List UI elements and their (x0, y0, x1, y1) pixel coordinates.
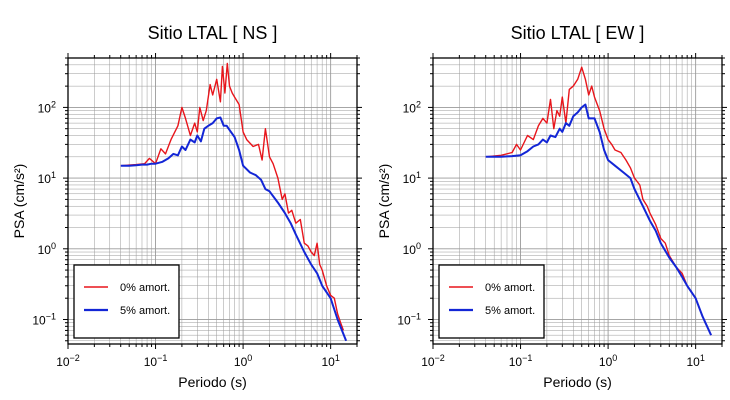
chart-panel-ew: 10−2 10−1 100 101 10−1 100 101 102 Sitio LTAL [ … (376, 23, 727, 390)
series-line-undamped (485, 66, 712, 336)
y-tick-label: 102 (38, 99, 56, 115)
series-line-damped (120, 116, 348, 342)
legend-box (73, 264, 180, 339)
legend-box (438, 264, 545, 339)
x-tick-label: 10−2 (56, 353, 80, 369)
y-axis-label: PSA (cm/s²) (11, 164, 27, 239)
chart-title: Sitio LTAL [ EW ] (511, 23, 645, 43)
y-tick-label: 10−1 (397, 311, 421, 327)
legend: 0% amort. 5% amort. (438, 264, 545, 339)
y-tick-label: 102 (403, 99, 421, 115)
plot-frame (67, 57, 358, 345)
legend-label: 5% amort. (485, 305, 535, 317)
y-tick-label: 100 (38, 241, 56, 257)
y-tick-label: 101 (38, 170, 56, 186)
series-line-undamped (120, 62, 345, 331)
series-line-damped (485, 103, 713, 336)
legend: 0% amort. 5% amort. (73, 264, 180, 339)
legend-label: 0% amort. (120, 282, 170, 294)
y-tick-label: 101 (403, 170, 421, 186)
x-tick-label: 101 (686, 353, 704, 369)
y-tick-label: 100 (403, 241, 421, 257)
x-tick-label: 100 (599, 353, 617, 369)
chart-panel-ns: 10−2 10−1 100 101 10−1 100 101 102 Sitio LTAL [ … (11, 23, 362, 390)
x-tick-label: 10−1 (144, 353, 168, 369)
legend-label: 5% amort. (120, 305, 170, 317)
x-tick-label: 10−1 (509, 353, 533, 369)
chart-title: Sitio LTAL [ NS ] (148, 23, 278, 43)
plot-frame (432, 57, 723, 345)
y-tick-label: 10−1 (32, 311, 56, 327)
x-tick-label: 100 (234, 353, 252, 369)
grid (433, 58, 722, 344)
x-tick-label: 10−2 (421, 353, 445, 369)
x-axis-label: Periodo (s) (543, 374, 611, 390)
legend-label: 0% amort. (485, 282, 535, 294)
y-axis-label: PSA (cm/s²) (376, 164, 392, 239)
x-axis-label: Periodo (s) (178, 374, 246, 390)
x-tick-label: 101 (321, 353, 339, 369)
